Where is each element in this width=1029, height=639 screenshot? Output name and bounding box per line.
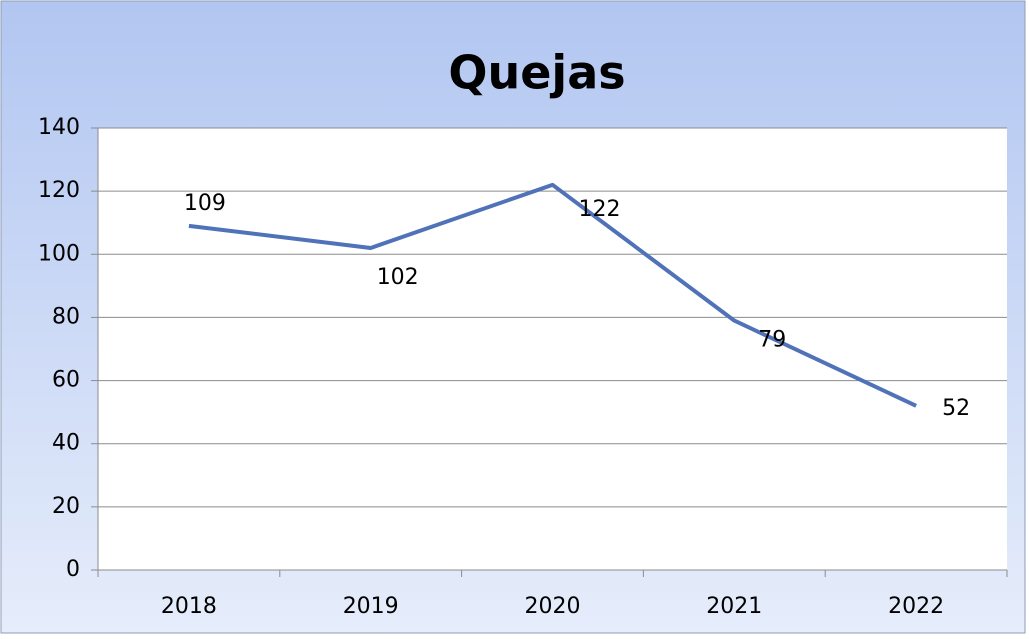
data-label: 122 bbox=[579, 197, 621, 222]
data-label: 52 bbox=[942, 396, 970, 421]
y-tick-label: 80 bbox=[52, 304, 80, 329]
y-tick-label: 40 bbox=[52, 431, 80, 456]
x-tick-label: 2020 bbox=[525, 594, 581, 619]
y-tick-label: 60 bbox=[52, 368, 80, 393]
x-tick-label: 2019 bbox=[343, 594, 399, 619]
y-tick-label: 0 bbox=[66, 557, 80, 582]
y-tick-label: 100 bbox=[38, 241, 80, 266]
x-tick-label: 2021 bbox=[706, 594, 762, 619]
data-label: 79 bbox=[758, 328, 786, 353]
x-tick-label: 2022 bbox=[888, 594, 944, 619]
chart-title: Quejas bbox=[448, 46, 625, 100]
y-tick-label: 120 bbox=[38, 178, 80, 203]
line-series bbox=[188, 182, 917, 408]
y-tick-label: 20 bbox=[52, 494, 80, 519]
data-label: 109 bbox=[184, 191, 226, 216]
y-tick-label: 140 bbox=[38, 115, 80, 140]
plot-area bbox=[98, 128, 1007, 570]
data-label: 102 bbox=[377, 265, 419, 290]
x-tick-label: 2018 bbox=[161, 594, 217, 619]
